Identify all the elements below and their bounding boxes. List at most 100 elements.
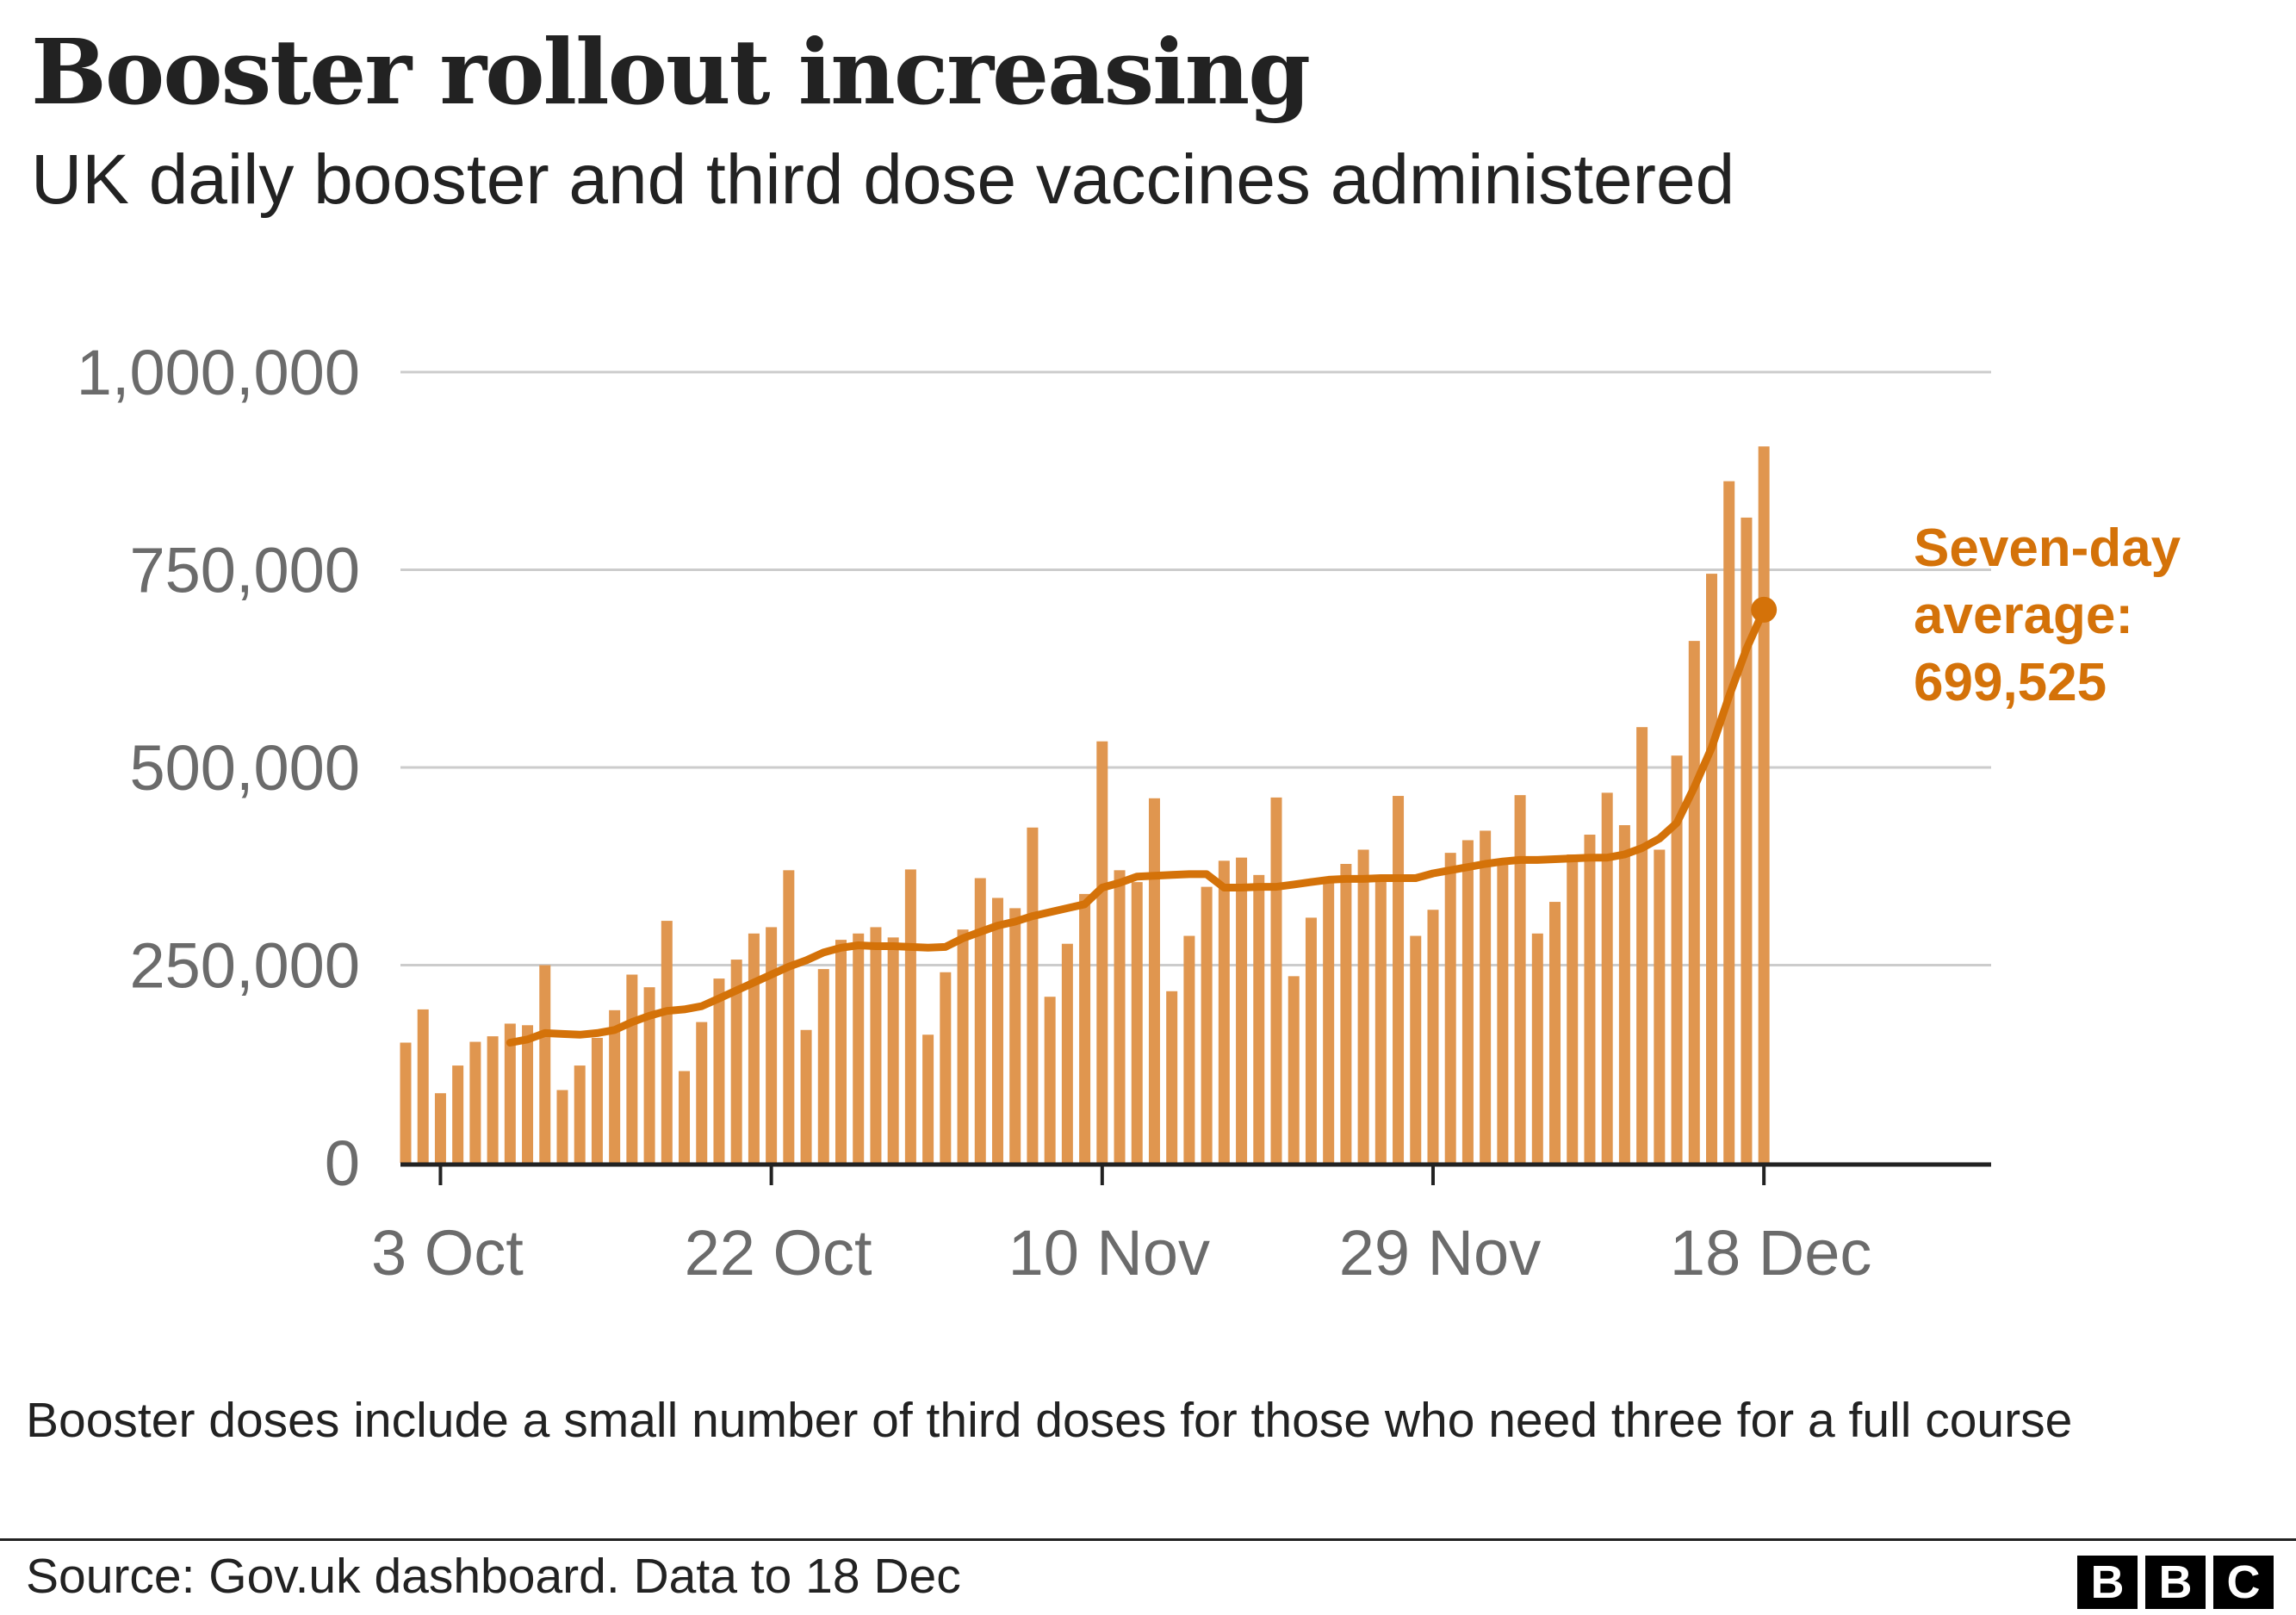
bar (1601, 792, 1613, 1163)
y-tick-label: 500,000 (130, 732, 361, 804)
y-tick-label: 1,000,000 (77, 337, 360, 408)
bar (1723, 481, 1735, 1163)
bar (974, 878, 986, 1163)
bar (1688, 641, 1700, 1163)
bar (522, 1025, 534, 1163)
x-tick-label: 29 Nov (1339, 1217, 1541, 1289)
daily-bars (400, 446, 1770, 1163)
bar (1531, 933, 1543, 1163)
x-tick-label: 3 Oct (371, 1217, 524, 1289)
bar (853, 933, 865, 1163)
bar (1618, 825, 1630, 1163)
bbc-logo-block: B (2145, 1556, 2206, 1609)
annotation-line: 699,525 (1914, 653, 2107, 712)
bar (1741, 517, 1753, 1163)
y-tick-label: 0 (325, 1127, 360, 1199)
x-tick-label: 22 Oct (685, 1217, 872, 1289)
x-axis: 3 Oct 22 Oct 10 Nov 29 Nov 18 Dec (371, 1162, 1991, 1289)
bar (922, 1034, 934, 1163)
bar (1131, 882, 1143, 1163)
bar (452, 1065, 464, 1163)
bar (1374, 879, 1387, 1163)
bar (1166, 991, 1178, 1163)
seven-day-average (506, 596, 1778, 1047)
bbc-logo-block: C (2213, 1556, 2274, 1609)
bar (1427, 910, 1439, 1163)
bar (940, 972, 952, 1163)
bar (504, 1023, 516, 1163)
bar (1549, 902, 1561, 1163)
bar (1061, 943, 1073, 1163)
source-text: Source: Gov.uk dashboard. Data to 18 Dec (26, 1549, 961, 1604)
bar (591, 1037, 603, 1163)
chart-note: Booster doses include a small number of … (26, 1393, 2073, 1448)
bar (1096, 741, 1108, 1163)
bar (643, 987, 655, 1163)
bar (1636, 727, 1648, 1163)
bar (417, 1009, 429, 1163)
bar (1148, 798, 1160, 1163)
bar (713, 978, 725, 1163)
x-tick-label: 18 Dec (1670, 1217, 1871, 1289)
bar (1270, 797, 1282, 1163)
bar (1044, 997, 1056, 1163)
annotation-line: Seven-day (1914, 519, 2181, 578)
bar (887, 937, 899, 1163)
bar (1305, 917, 1317, 1163)
bar (626, 974, 638, 1163)
bar (1201, 886, 1213, 1163)
bar (1218, 860, 1230, 1163)
chart-title: Booster rollout increasing (31, 19, 1311, 125)
average-line (506, 606, 1768, 1047)
average-end-marker (1751, 596, 1778, 623)
bar (1410, 935, 1422, 1163)
bar (1340, 863, 1352, 1163)
bar (1497, 860, 1509, 1163)
footer-divider (0, 1538, 2296, 1541)
bar (800, 1029, 812, 1163)
bar (1114, 870, 1126, 1163)
bar (1514, 795, 1526, 1163)
bar (1584, 835, 1596, 1163)
bar (539, 965, 551, 1163)
average-annotation: Seven-day average: 699,525 (1914, 519, 2181, 712)
bar (1393, 796, 1405, 1163)
bar (1758, 446, 1770, 1163)
bar (870, 927, 882, 1163)
bar (1009, 908, 1021, 1163)
bar (1480, 830, 1492, 1163)
bar (1567, 854, 1579, 1163)
bar (400, 1042, 412, 1163)
bar (904, 869, 916, 1163)
bbc-logo-block: B (2077, 1556, 2138, 1609)
bar (730, 960, 742, 1163)
bar (1236, 857, 1248, 1163)
bar (1027, 827, 1039, 1163)
bar (1357, 849, 1369, 1163)
bar (1654, 849, 1666, 1163)
bar (1253, 874, 1265, 1163)
bar (783, 870, 795, 1163)
bar (469, 1041, 481, 1163)
bar (1671, 755, 1683, 1163)
bar (661, 921, 673, 1163)
bar (696, 1022, 708, 1163)
chart-subtitle: UK daily booster and third dose vaccines… (31, 140, 1735, 219)
y-tick-label: 750,000 (130, 535, 361, 606)
bar (556, 1090, 568, 1163)
bar (957, 929, 969, 1163)
bar (817, 969, 829, 1163)
bar (1183, 935, 1195, 1163)
bar (991, 898, 1003, 1163)
bar (609, 1009, 621, 1163)
bar (574, 1065, 586, 1163)
bar (434, 1093, 446, 1163)
y-tick-label: 250,000 (130, 930, 361, 1002)
bar (487, 1036, 499, 1163)
x-tick-label: 10 Nov (1008, 1217, 1210, 1289)
bar (1444, 853, 1456, 1163)
bar (1323, 877, 1335, 1163)
bar (1079, 893, 1091, 1163)
annotation-line: average: (1914, 586, 2133, 645)
